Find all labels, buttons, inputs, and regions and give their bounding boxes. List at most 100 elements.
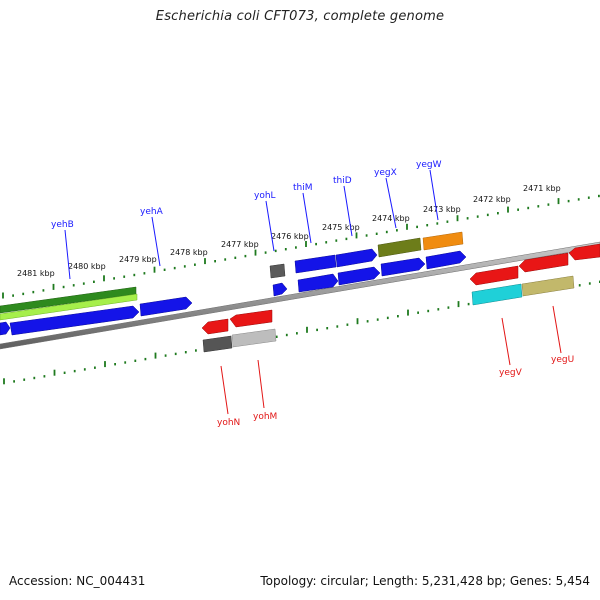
gene-feature-small-blue[interactable] <box>272 282 288 297</box>
kbp-label: 2481 kbp <box>17 269 55 278</box>
kbp-label: 2480 kbp <box>68 262 106 271</box>
ruler-minor-tick <box>365 234 368 237</box>
gene-feature-partial[interactable] <box>0 321 11 336</box>
ruler-minor-tick <box>578 284 581 287</box>
ruler-minor-tick <box>94 366 96 369</box>
kbp-label: 2479 kbp <box>119 255 157 264</box>
gene-label-yegU[interactable]: yegU <box>551 355 574 365</box>
gene-feature-yehA[interactable] <box>139 296 193 317</box>
ruler-minor-tick <box>224 258 227 261</box>
gene-feature-green-light[interactable] <box>0 293 138 321</box>
gene-feature-yegV[interactable] <box>471 283 523 306</box>
ruler-minor-tick <box>33 376 36 380</box>
leader-yegV <box>501 317 511 366</box>
gene-label-yegV[interactable]: yegV <box>499 368 523 378</box>
ruler-minor-tick <box>397 315 399 318</box>
ruler-minor-tick <box>274 249 277 253</box>
gene-label-thiM[interactable]: thiM <box>293 183 313 193</box>
gene-label-yohN[interactable]: yohN <box>217 418 240 428</box>
ruler-minor-tick <box>335 239 338 242</box>
genome-backbone <box>0 241 600 350</box>
gene-feature-blue[interactable] <box>337 266 381 286</box>
gene-label-yegW[interactable]: yegW <box>416 160 442 170</box>
ruler-minor-tick <box>134 359 137 362</box>
ruler-major-tick <box>52 283 55 290</box>
gene-feature-red[interactable] <box>229 309 273 328</box>
ruler-minor-tick <box>62 285 65 289</box>
ruler-minor-tick <box>114 363 116 366</box>
ruler-minor-tick <box>13 380 15 383</box>
ruler-major-tick <box>3 378 5 385</box>
gene-feature-yohL[interactable] <box>269 263 286 279</box>
ruler-minor-tick <box>316 328 318 332</box>
ruler-minor-tick <box>517 208 519 211</box>
ruler-minor-tick <box>164 354 167 357</box>
gene-feature-red[interactable] <box>518 252 569 273</box>
ruler-minor-tick <box>577 198 580 201</box>
ruler-minor-tick <box>447 306 450 309</box>
ruler-minor-tick <box>416 225 418 229</box>
ruler-minor-tick <box>476 215 479 218</box>
ruler-minor-tick <box>315 242 317 246</box>
ruler-major-tick <box>53 369 56 376</box>
gene-feature-red[interactable] <box>568 243 600 261</box>
gene-feature-thiD[interactable] <box>335 248 378 268</box>
map-title: Escherichia coli CFT073, complete genome <box>155 9 445 24</box>
gene-feature-blue[interactable] <box>297 273 339 293</box>
ruler-minor-tick <box>296 332 298 335</box>
ruler-minor-tick <box>567 199 570 203</box>
gene-feature-yegW[interactable] <box>422 231 464 251</box>
gene-label-thiD[interactable]: thiD <box>333 176 352 186</box>
leader-yohM <box>257 359 265 409</box>
gene-feature-yohN-red[interactable] <box>201 318 229 335</box>
gene-labels: yehB yehA yohL thiM thiD yegX yegW yohN … <box>51 160 574 428</box>
ruler-minor-tick <box>63 371 66 374</box>
ruler-minor-tick <box>83 368 86 371</box>
ruler-minor-tick <box>436 222 439 225</box>
gene-label-yegX[interactable]: yegX <box>374 168 397 178</box>
ruler-minor-tick <box>275 335 278 338</box>
ruler-minor-tick <box>295 246 297 249</box>
ruler-minor-tick <box>244 254 247 258</box>
gene-feature-thiM[interactable] <box>294 254 337 274</box>
ruler-minor-tick <box>22 292 25 296</box>
ruler-major-tick <box>204 258 206 265</box>
ruler-minor-tick <box>285 333 288 337</box>
leader-yegW <box>429 169 439 221</box>
gene-feature-blue[interactable] <box>425 250 467 270</box>
kbp-labels: 2481 kbp 2480 kbp 2479 kbp 2478 kbp 2477… <box>17 184 561 278</box>
gene-feature-red[interactable] <box>469 265 519 286</box>
ruler-major-tick <box>406 223 408 230</box>
ruler-minor-tick <box>43 375 46 378</box>
ruler-minor-tick <box>346 323 349 326</box>
ruler-minor-tick <box>427 309 430 313</box>
ruler-minor-tick <box>466 217 469 220</box>
kbp-label: 2471 kbp <box>523 184 561 193</box>
gene-label-yehB[interactable]: yehB <box>51 220 74 230</box>
leader-yohN <box>220 365 229 415</box>
ruler-minor-tick <box>376 318 379 321</box>
ruler-major-tick <box>2 292 4 299</box>
ruler-minor-tick <box>23 378 26 381</box>
ruler-major-tick <box>356 318 359 325</box>
gene-label-yohM[interactable]: yohM <box>253 412 277 422</box>
ruler-minor-tick <box>336 325 339 328</box>
gene-feature-yegU[interactable] <box>521 275 575 297</box>
kbp-label: 2475 kbp <box>322 223 360 232</box>
gene-feature-yehB[interactable] <box>9 305 140 336</box>
ruler-minor-tick <box>264 251 267 254</box>
ruler-major-tick <box>104 361 106 368</box>
kbp-label: 2478 kbp <box>170 248 208 257</box>
ruler-minor-tick <box>113 277 115 280</box>
ruler-minor-tick <box>124 361 127 364</box>
ruler-minor-tick <box>325 241 328 244</box>
gene-feature-blue[interactable] <box>380 257 426 277</box>
gene-label-yehA[interactable]: yehA <box>140 207 164 217</box>
kbp-label: 2476 kbp <box>271 232 309 241</box>
gene-feature-yegX[interactable] <box>377 237 422 258</box>
position-ruler-top <box>2 194 600 299</box>
gene-feature-yohM-grey[interactable] <box>231 328 277 348</box>
gene-label-yohL[interactable]: yohL <box>254 191 276 201</box>
ruler-major-tick <box>507 206 509 213</box>
gene-feature-yohN-grey[interactable] <box>202 335 233 353</box>
